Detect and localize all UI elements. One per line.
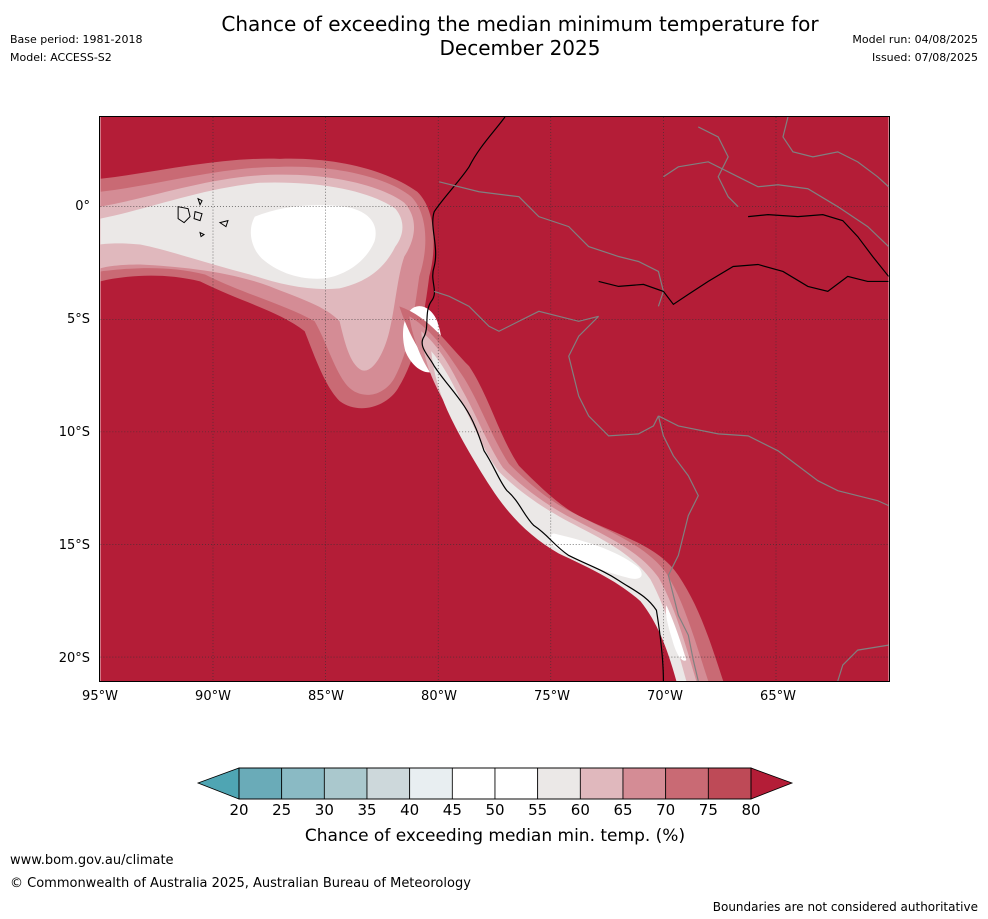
colorbar-tick: 50 — [485, 801, 505, 819]
copyright-text: © Commonwealth of Australia 2025, Austra… — [10, 876, 471, 891]
issued-date-text: Issued: 07/08/2025 — [871, 51, 978, 64]
website-link[interactable]: www.bom.gov.au/climate — [10, 853, 174, 868]
probability-map — [99, 116, 890, 682]
colorbar-cell — [451, 767, 496, 800]
colorbar-tick: 65 — [613, 801, 633, 819]
colorbar-cell — [622, 767, 667, 800]
colorbar-tick: 20 — [229, 801, 249, 819]
lat-label-0: 0° — [75, 199, 90, 214]
colorbar-cell — [665, 767, 709, 800]
lon-label-90w: 90°W — [195, 689, 231, 704]
boundaries-disclaimer: Boundaries are not considered authoritat… — [712, 900, 978, 914]
colorbar-tick: 60 — [570, 801, 590, 819]
colorbar-tick: 35 — [357, 801, 377, 819]
colorbar-cell — [537, 767, 581, 800]
colorbar-title: Chance of exceeding median min. temp. (%… — [304, 826, 686, 846]
negro-river — [748, 214, 889, 277]
colorbar-tick: 30 — [314, 801, 334, 819]
lon-label-85w: 85°W — [308, 689, 344, 704]
map-title: Chance of exceeding the median minimum t… — [150, 12, 890, 60]
base-period-text: Base period: 1981-2018 — [10, 33, 143, 46]
colorbar-cell — [366, 767, 411, 800]
coastal-band-contours — [399, 306, 724, 681]
colorbar — [196, 767, 794, 800]
amazon-river — [598, 263, 889, 306]
graticule-lines — [100, 117, 889, 681]
colorbar-tick: 75 — [698, 801, 718, 819]
colorbar-cell — [494, 767, 539, 800]
coastline — [421, 117, 664, 681]
country-borders — [434, 117, 889, 681]
lat-label-20s: 20°S — [58, 651, 90, 666]
lon-label-70w: 70°W — [647, 689, 683, 704]
colorbar-tick: 80 — [741, 801, 761, 819]
colorbar-tick: 40 — [400, 801, 420, 819]
colorbar-tick: 25 — [272, 801, 292, 819]
lon-label-80w: 80°W — [421, 689, 457, 704]
model-run-text: Model run: 04/08/2025 — [852, 33, 978, 46]
lat-label-10s: 10°S — [58, 425, 90, 440]
colorbar-cell — [579, 767, 624, 800]
colorbar-tick: 70 — [656, 801, 676, 819]
colorbar-cell — [707, 767, 752, 800]
title-line-1: Chance of exceeding the median minimum t… — [221, 12, 819, 36]
lon-label-95w: 95°W — [82, 689, 118, 704]
colorbar-cell — [281, 767, 325, 800]
colorbar-tick: 55 — [528, 801, 548, 819]
colorbar-high-extend — [750, 767, 794, 800]
colorbar-cell — [323, 767, 368, 800]
title-line-2: December 2025 — [439, 36, 601, 60]
lon-label-65w: 65°W — [760, 689, 796, 704]
colorbar-low-extend — [196, 767, 240, 800]
lat-label-15s: 15°S — [58, 538, 90, 553]
lat-label-5s: 5°S — [66, 312, 90, 327]
galapagos-islands — [177, 197, 229, 238]
colorbar-cell — [409, 767, 453, 800]
lon-label-75w: 75°W — [534, 689, 570, 704]
model-name-text: Model: ACCESS-S2 — [10, 51, 112, 64]
colorbar-cell — [238, 767, 283, 800]
colorbar-tick: 45 — [442, 801, 462, 819]
